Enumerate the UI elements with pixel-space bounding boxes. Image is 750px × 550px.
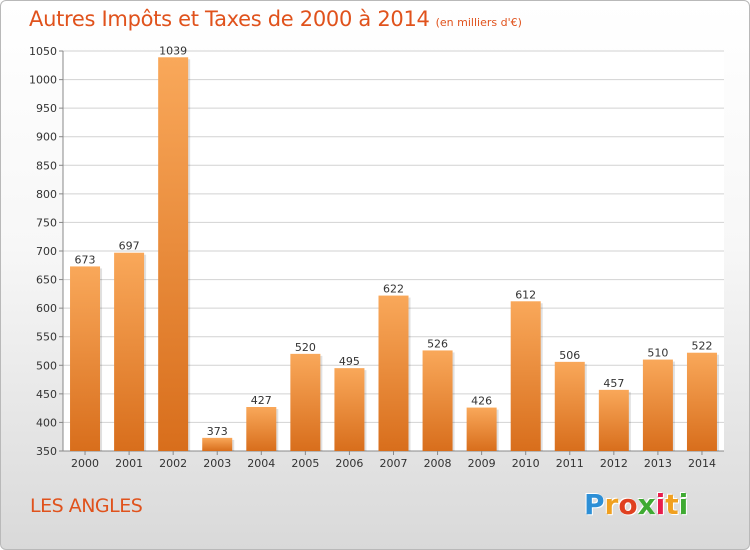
bar-2007 [378, 295, 409, 451]
bar-2011 [554, 361, 585, 451]
x-tick-label: 2007 [380, 457, 408, 470]
data-label: 622 [383, 283, 404, 296]
x-tick-label: 2000 [71, 457, 99, 470]
x-tick-label: 2005 [291, 457, 319, 470]
y-tick-label: 900 [36, 131, 57, 144]
x-tick-label: 2004 [247, 457, 275, 470]
chart-title-text: Autres Impôts et Taxes de 2000 à 2014 [29, 7, 430, 31]
y-tick-label: 650 [36, 274, 57, 287]
data-label: 373 [207, 425, 228, 438]
bar-2014 [686, 352, 717, 451]
bar-2009 [466, 407, 497, 451]
data-label: 522 [691, 340, 712, 353]
data-label: 510 [647, 347, 668, 360]
x-tick-label: 2006 [335, 457, 363, 470]
data-label: 526 [427, 337, 448, 350]
bar-2008 [422, 350, 453, 451]
bar-2002 [158, 57, 189, 452]
data-label: 495 [339, 355, 360, 368]
data-label: 506 [559, 349, 580, 362]
x-tick-label: 2013 [644, 457, 672, 470]
data-label: 1039 [159, 44, 187, 57]
x-tick-label: 2014 [688, 457, 716, 470]
y-tick-label: 850 [36, 159, 57, 172]
y-tick-label: 450 [36, 388, 57, 401]
bar-2005 [290, 353, 321, 451]
bar-2010 [510, 301, 541, 451]
data-label: 520 [295, 341, 316, 354]
x-tick-label: 2011 [556, 457, 584, 470]
chart-title: Autres Impôts et Taxes de 2000 à 2014 (en… [29, 7, 522, 31]
y-tick-label: 500 [36, 359, 57, 372]
chart-subtitle: (en milliers d'€) [435, 16, 522, 29]
commune-name: LES ANGLES [30, 495, 143, 517]
bar-2013 [642, 359, 673, 451]
y-tick-label: 950 [36, 102, 57, 115]
data-label: 612 [515, 288, 536, 301]
bar-2000 [70, 266, 101, 451]
y-tick-label: 1000 [29, 74, 57, 87]
x-tick-label: 2008 [424, 457, 452, 470]
data-label: 427 [251, 394, 272, 407]
x-tick-label: 2009 [468, 457, 496, 470]
bar-2006 [334, 368, 365, 451]
x-tick-label: 2010 [512, 457, 540, 470]
y-tick-label: 350 [36, 445, 57, 458]
data-label: 426 [471, 395, 492, 408]
bar-2003 [202, 437, 233, 451]
y-tick-label: 550 [36, 331, 57, 344]
y-tick-label: 600 [36, 302, 57, 315]
bar-2012 [598, 389, 629, 451]
x-tick-label: 2003 [203, 457, 231, 470]
data-label: 673 [75, 253, 96, 266]
y-tick-label: 800 [36, 188, 57, 201]
data-label: 457 [603, 377, 624, 390]
data-label: 697 [119, 240, 140, 253]
y-tick-label: 1050 [29, 45, 57, 58]
bar-2004 [246, 407, 277, 451]
y-tick-label: 700 [36, 245, 57, 258]
x-tick-label: 2001 [115, 457, 143, 470]
proxiti-logo: Proxiti [584, 488, 689, 521]
x-tick-label: 2012 [600, 457, 628, 470]
y-tick-label: 750 [36, 216, 57, 229]
y-tick-label: 400 [36, 416, 57, 429]
bar-2001 [114, 252, 145, 451]
x-tick-label: 2002 [159, 457, 187, 470]
